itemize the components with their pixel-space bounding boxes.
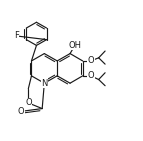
Text: N: N xyxy=(41,79,47,88)
Text: OH: OH xyxy=(69,41,82,50)
Text: O: O xyxy=(25,98,32,107)
Text: O: O xyxy=(18,107,24,116)
Text: O: O xyxy=(88,71,94,80)
Text: F: F xyxy=(14,31,19,40)
Text: O: O xyxy=(88,56,94,65)
